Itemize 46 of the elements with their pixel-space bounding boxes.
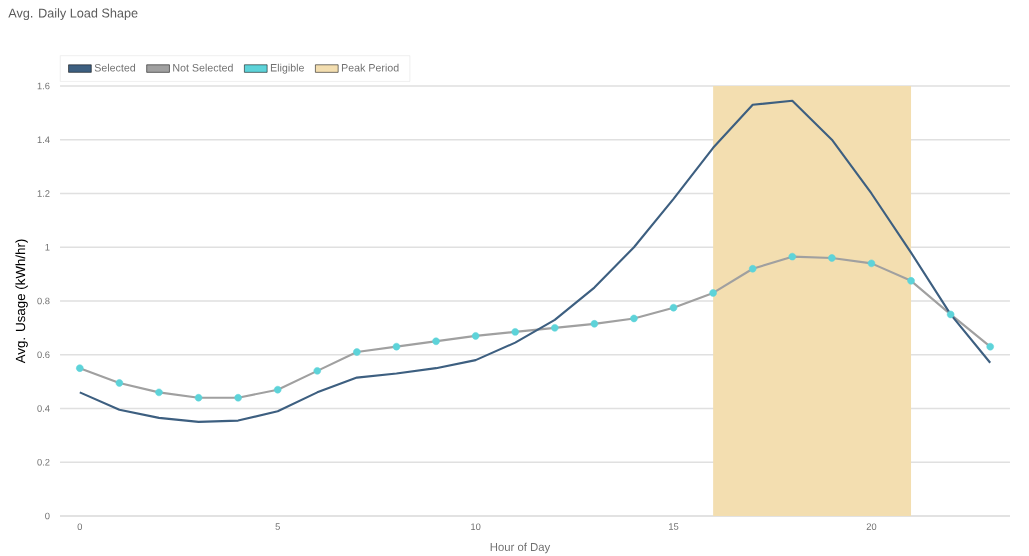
line-series: [78, 99, 992, 423]
y-tick-label: 0.2: [37, 458, 50, 466]
y-tick-label: 1.4: [37, 136, 50, 143]
point: [828, 254, 836, 262]
x-axis-title: Hour of Day: [490, 542, 551, 554]
y-tick-label: 0.6: [37, 351, 50, 359]
y-tick-label: 1.6: [37, 82, 50, 90]
legend-label: Not Selected: [173, 63, 233, 72]
point: [432, 337, 440, 346]
y-tick-label: 1: [45, 244, 50, 251]
y-axis-title: Avg. Usage (kWh/hr): [15, 239, 28, 364]
y-tick-label: 0.4: [37, 405, 50, 412]
point: [630, 314, 638, 323]
y-tick-label: 0.8: [37, 297, 50, 305]
x-tick-label: 0: [77, 523, 83, 530]
point: [313, 367, 322, 375]
point: [551, 324, 559, 332]
point: [748, 265, 757, 273]
point: [511, 328, 519, 336]
point: [471, 332, 480, 340]
point: [709, 289, 717, 297]
chart-title: Avg. Daily Load Shape: [8, 8, 138, 21]
point: [76, 364, 84, 372]
legend-label: Eligible: [270, 63, 304, 74]
point: [907, 277, 915, 285]
x-tick-label: 10: [471, 523, 481, 530]
x-tick-label: 20: [866, 523, 877, 530]
point: [946, 310, 955, 319]
legend-label: Selected: [94, 63, 136, 72]
point: [194, 394, 203, 402]
point: [353, 348, 361, 356]
point: [867, 259, 876, 268]
legend-label: Peak Period: [341, 63, 399, 72]
point: [234, 394, 242, 402]
point: [590, 320, 599, 328]
x-tick-label: 15: [669, 523, 679, 530]
y-tick-label: 1.2: [37, 190, 50, 197]
point: [392, 342, 401, 351]
point: [669, 303, 678, 312]
point: [986, 342, 994, 351]
point: [155, 388, 163, 397]
point: [273, 385, 282, 394]
y-tick-label: 0: [45, 512, 50, 520]
x-tick-label: 5: [275, 523, 280, 530]
point: [788, 252, 797, 261]
point: [115, 379, 124, 387]
